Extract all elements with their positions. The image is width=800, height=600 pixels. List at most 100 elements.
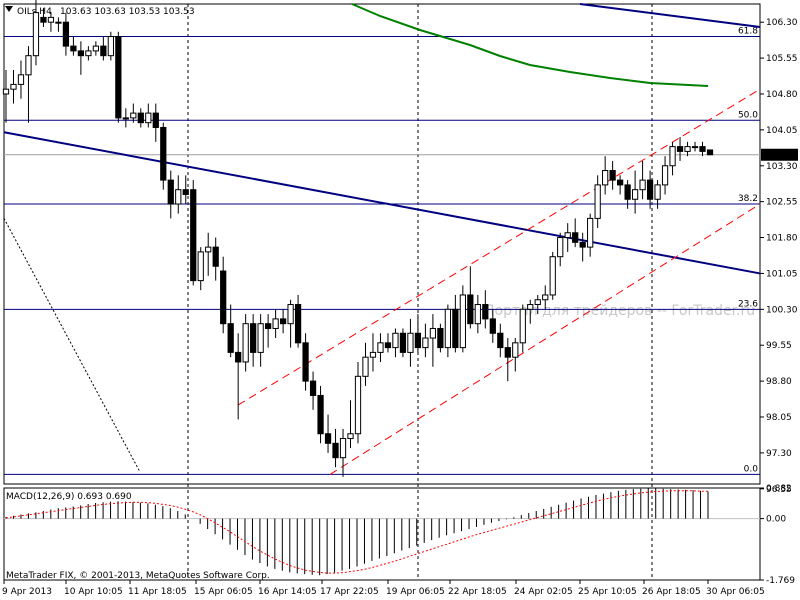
copyright-label: MetaTrader FIX, © 2001-2013, MetaQuotes … xyxy=(6,571,270,581)
candle-body xyxy=(197,251,204,282)
dropdown-arrow-icon[interactable] xyxy=(5,6,13,12)
candle-body xyxy=(542,294,549,301)
time-tick-label: 15 Apr 06:05 xyxy=(194,587,253,597)
price-pane-frame xyxy=(3,3,761,485)
macd-tick-label: 0.882 xyxy=(766,484,792,494)
time-tick-label: 26 Apr 18:05 xyxy=(642,587,701,597)
current-price-label: 103.53 xyxy=(764,151,796,161)
time-tick-label: 30 Apr 06:05 xyxy=(706,587,765,597)
price-tick-label: 97.30 xyxy=(766,449,792,459)
candle-body xyxy=(474,304,481,325)
time-tick-label: 16 Apr 14:05 xyxy=(258,587,317,597)
candle-body xyxy=(452,308,459,349)
candle-body xyxy=(25,55,32,76)
time-tick-label: 9 Apr 2013 xyxy=(2,587,52,597)
candle-body xyxy=(369,351,377,358)
time-tick-label: 24 Apr 02:05 xyxy=(514,587,573,597)
channel-upper-line xyxy=(237,88,761,406)
candle-body xyxy=(205,246,212,253)
candle-body xyxy=(175,189,182,205)
candle-body xyxy=(594,184,601,219)
candle-body xyxy=(62,21,70,47)
candle-body xyxy=(272,318,279,329)
price-layer xyxy=(2,0,761,477)
candle-body xyxy=(107,36,114,57)
fib-label-61-8: 61.8 xyxy=(738,27,758,37)
candle-body xyxy=(265,323,272,329)
price-tick-label: 103.30 xyxy=(766,162,798,172)
candle-body xyxy=(676,146,684,152)
trend-line-upper xyxy=(579,3,761,28)
candle-body xyxy=(115,36,122,119)
candle-body xyxy=(55,21,62,24)
candle-body xyxy=(429,327,437,339)
candle-body xyxy=(706,149,714,156)
candle-body xyxy=(227,323,234,353)
candle-body xyxy=(309,380,317,396)
candle-body xyxy=(444,308,451,349)
candle-body xyxy=(609,170,616,181)
candle-body xyxy=(512,342,519,358)
channel-lower-line xyxy=(329,203,761,475)
time-tick-label: 25 Apr 10:05 xyxy=(578,587,637,597)
candle-body xyxy=(684,146,691,152)
candle-body xyxy=(534,299,541,306)
grid-layer: 61.8 50.0 38.2 23.6 0.0 xyxy=(3,3,761,581)
price-tick-label: 102.55 xyxy=(766,198,798,208)
fib-label-0-0: 0.0 xyxy=(744,464,759,474)
candle-body xyxy=(354,375,362,435)
fib-label-23-6: 23.6 xyxy=(738,299,758,309)
candle-body xyxy=(459,294,466,349)
price-tick-label: 106.30 xyxy=(766,18,798,28)
price-tick-label: 96.55 xyxy=(766,485,792,495)
candle-body xyxy=(624,184,631,200)
candle-body xyxy=(77,50,85,57)
candle-body xyxy=(579,241,586,248)
price-tick-label: 105.55 xyxy=(766,54,798,64)
candle-body xyxy=(339,438,347,459)
candle-body xyxy=(220,270,227,325)
candle-body xyxy=(639,179,646,191)
candle-body xyxy=(2,88,10,95)
macd-pane-frame xyxy=(3,487,761,581)
candle-body xyxy=(437,327,444,349)
candle-body xyxy=(287,304,294,325)
candle-body xyxy=(167,179,174,205)
candle-body xyxy=(392,332,399,349)
price-tick-label: 101.80 xyxy=(766,234,798,244)
moving-average-line xyxy=(351,3,709,87)
candle-body xyxy=(504,347,511,358)
candle-body xyxy=(152,112,159,128)
macd-label: MACD(12,26,9) 0.693 0.690 xyxy=(6,492,132,502)
candle-body xyxy=(631,189,639,200)
candle-body xyxy=(617,179,624,186)
time-tick-label: 10 Apr 10:05 xyxy=(64,587,123,597)
candle-body xyxy=(317,394,324,435)
candle-body xyxy=(482,304,489,320)
price-tick-label: 104.05 xyxy=(766,126,798,136)
ohlc-label: 103.63 103.63 103.53 103.53 xyxy=(60,7,195,17)
candle-body xyxy=(122,117,129,120)
candle-body xyxy=(242,323,249,363)
price-tick-label: 100.30 xyxy=(766,305,798,315)
candle-body xyxy=(190,189,197,282)
current-price-tag xyxy=(761,148,798,161)
candle-body xyxy=(467,294,474,325)
dotted-trend-line xyxy=(3,218,141,473)
candle-body xyxy=(691,146,699,149)
candle-body xyxy=(92,45,99,52)
candle-body xyxy=(347,433,354,440)
candle-body xyxy=(497,332,504,349)
candle-body xyxy=(646,179,654,200)
candle-body xyxy=(549,256,556,296)
time-tick-label: 22 Apr 18:05 xyxy=(448,587,507,597)
candle-body xyxy=(130,112,137,119)
candle-body xyxy=(182,189,189,195)
candle-body xyxy=(527,304,534,310)
macd-tick-label: -1.769 xyxy=(766,576,795,586)
candle-body xyxy=(564,232,571,239)
candle-body xyxy=(302,342,309,382)
macd-tick-label: 0.00 xyxy=(766,515,786,525)
